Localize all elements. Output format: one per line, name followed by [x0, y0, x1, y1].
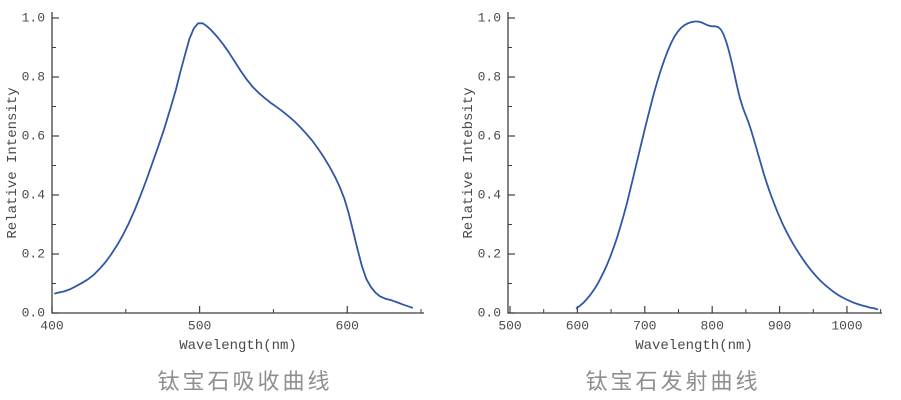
y-tick-label: 0.6	[21, 128, 45, 144]
y-tick-label: 1.0	[477, 10, 501, 26]
x-axis-label-absorption: Wavelength(nm)	[179, 338, 297, 354]
y-tick-label: 0.6	[477, 128, 501, 144]
x-tick-label: 500	[498, 318, 522, 334]
curve-absorption	[54, 22, 414, 309]
y-tick-label: 0.8	[477, 69, 501, 85]
y-tick-label: 0.8	[21, 69, 45, 85]
x-tick-label: 1000	[831, 318, 863, 334]
x-tick-label: 600	[565, 318, 590, 334]
chart-title-emission: 钛宝石发射曲线	[585, 369, 761, 394]
y-axis-label-absorption: Relative Intensity	[5, 87, 21, 239]
x-tick-label: 600	[335, 318, 359, 334]
y-tick-label: 0.4	[477, 187, 501, 203]
x-tick-label: 700	[633, 318, 657, 334]
x-tick-label: 900	[767, 318, 792, 334]
x-axis-label-emission: Wavelength(nm)	[635, 338, 753, 354]
y-tick-label: 0.0	[477, 305, 501, 321]
y-axis-label-emission: Relative Intebsity	[461, 87, 477, 239]
y-tick-label: 0.2	[21, 246, 45, 262]
y-tick-label: 0.4	[21, 187, 45, 203]
x-tick-label: 400	[40, 318, 64, 334]
y-tick-label: 0.2	[477, 246, 501, 262]
axis-frame	[51, 12, 424, 314]
x-tick-label: 500	[187, 318, 212, 334]
curve-emission	[575, 20, 879, 311]
axis-frame	[507, 12, 882, 314]
y-tick-label: 0.0	[21, 305, 45, 321]
y-tick-label: 1.0	[21, 10, 45, 26]
x-tick-label: 800	[700, 318, 724, 334]
chart-title-absorption: 钛宝石吸收曲线	[157, 369, 333, 394]
